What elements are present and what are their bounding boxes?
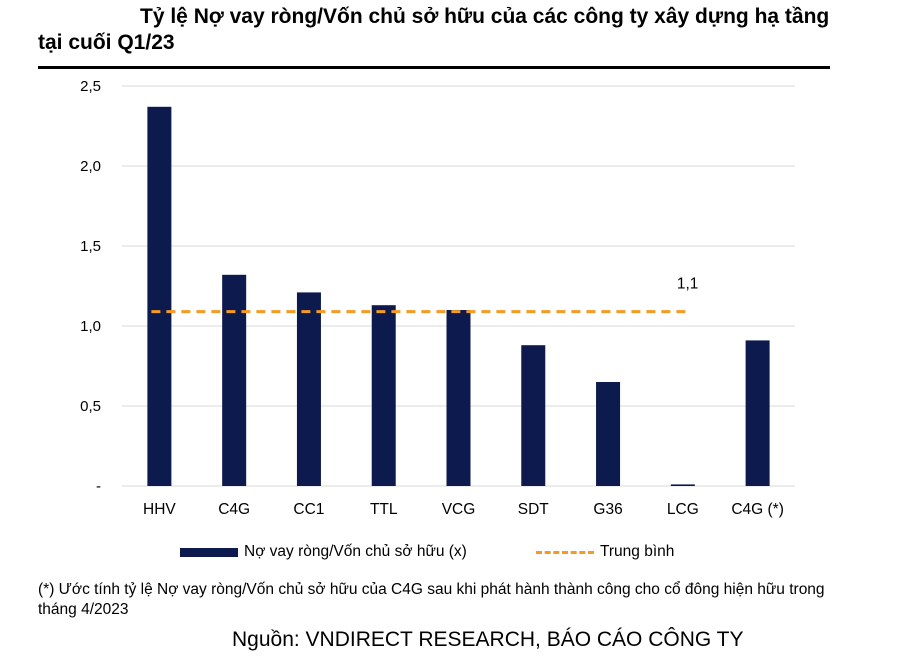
bar	[596, 382, 621, 486]
legend-swatch-bar	[180, 547, 238, 557]
chart-title: Tỷ lệ Nợ vay ròng/Vốn chủ sở hữu của các…	[38, 5, 830, 54]
bar	[670, 484, 695, 486]
footnote: (*) Ước tính tỷ lệ Nợ vay ròng/Vốn chủ s…	[38, 581, 825, 618]
y-tick-label: 1,5	[80, 238, 101, 255]
legend-item-series: Nợ vay ròng/Vốn chủ sở hữu (x)	[180, 541, 467, 563]
y-tick-label: 2,0	[80, 158, 101, 175]
x-tick-label: C4G	[218, 501, 250, 518]
title-divider	[38, 66, 830, 69]
y-tick-label: -	[96, 478, 101, 495]
x-tick-label: LCG	[667, 501, 699, 518]
source-note: Nguồn: VNDIRECT RESEARCH, BÁO CÁO CÔNG T…	[232, 628, 744, 651]
x-tick-label: TTL	[370, 501, 398, 518]
bar-chart: - 0,5 1,0 1,5 2,0 2,5 HHV C4G CC1 TTL VCG SDT G36 LCG…	[80, 78, 795, 518]
x-tick-label: G36	[593, 501, 622, 518]
x-tick-label: SDT	[518, 501, 550, 518]
average-label: 1,1	[677, 276, 699, 293]
legend-swatch-dashed-line	[536, 550, 594, 554]
bar	[371, 305, 396, 486]
legend-item-average: Trung bình	[536, 541, 674, 563]
x-tick-label: HHV	[143, 501, 176, 518]
bar	[296, 292, 321, 486]
legend-label-series: Nợ vay ròng/Vốn chủ sở hữu (x)	[244, 543, 467, 560]
legend-label-average: Trung bình	[600, 543, 675, 560]
bar	[222, 274, 247, 486]
bar	[521, 345, 546, 486]
y-tick-label: 2,5	[80, 78, 101, 95]
x-tick-label: VCG	[442, 501, 476, 518]
y-tick-label: 1,0	[80, 318, 101, 335]
x-tick-label: C4G (*)	[731, 501, 784, 518]
x-tick-label: CC1	[293, 501, 324, 518]
y-tick-label: 0,5	[80, 398, 101, 415]
bar	[446, 310, 471, 486]
bar	[147, 106, 172, 487]
bar	[745, 340, 770, 486]
